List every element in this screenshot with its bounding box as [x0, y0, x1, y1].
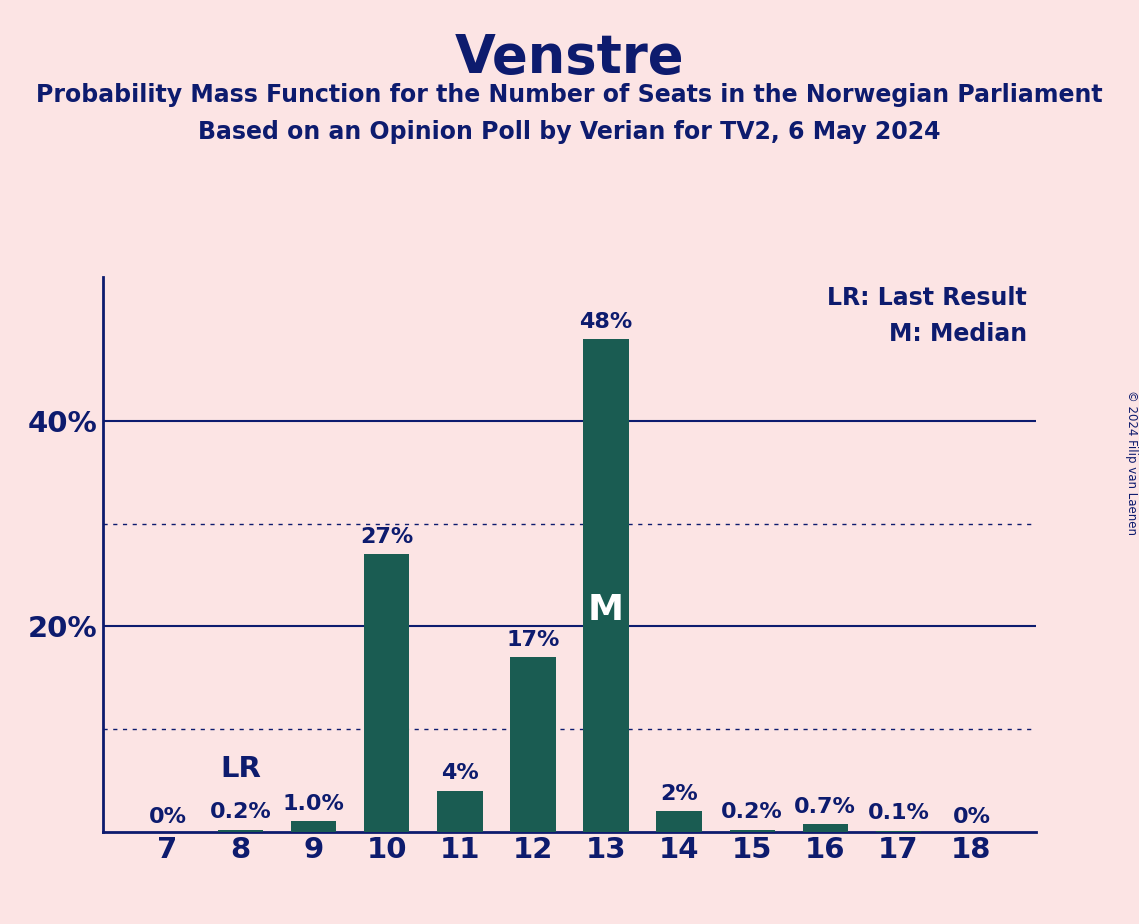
Text: 0.1%: 0.1%	[868, 803, 929, 823]
Text: 0%: 0%	[952, 808, 991, 828]
Text: M: M	[588, 593, 624, 626]
Text: Based on an Opinion Poll by Verian for TV2, 6 May 2024: Based on an Opinion Poll by Verian for T…	[198, 120, 941, 144]
Text: LR: LR	[220, 755, 261, 784]
Text: LR: Last Result: LR: Last Result	[827, 286, 1027, 310]
Text: © 2024 Filip van Laenen: © 2024 Filip van Laenen	[1124, 390, 1138, 534]
Text: 4%: 4%	[441, 763, 478, 784]
Bar	[292, 821, 336, 832]
Text: 17%: 17%	[506, 630, 559, 650]
Bar	[510, 657, 556, 832]
Text: 48%: 48%	[580, 311, 632, 332]
Text: 1.0%: 1.0%	[282, 794, 345, 814]
Bar	[218, 830, 263, 832]
Text: 0.2%: 0.2%	[721, 802, 782, 822]
Bar	[803, 824, 847, 832]
Bar	[364, 554, 410, 832]
Text: M: Median: M: Median	[890, 322, 1027, 346]
Bar	[876, 831, 921, 832]
Bar	[729, 830, 775, 832]
Bar	[656, 811, 702, 832]
Text: Venstre: Venstre	[454, 32, 685, 84]
Text: Probability Mass Function for the Number of Seats in the Norwegian Parliament: Probability Mass Function for the Number…	[36, 83, 1103, 107]
Text: 0%: 0%	[148, 808, 187, 828]
Text: 27%: 27%	[360, 528, 413, 547]
Text: 0.2%: 0.2%	[210, 802, 271, 822]
Text: 2%: 2%	[661, 784, 698, 804]
Bar	[437, 791, 483, 832]
Text: 0.7%: 0.7%	[794, 797, 857, 817]
Bar	[583, 339, 629, 832]
